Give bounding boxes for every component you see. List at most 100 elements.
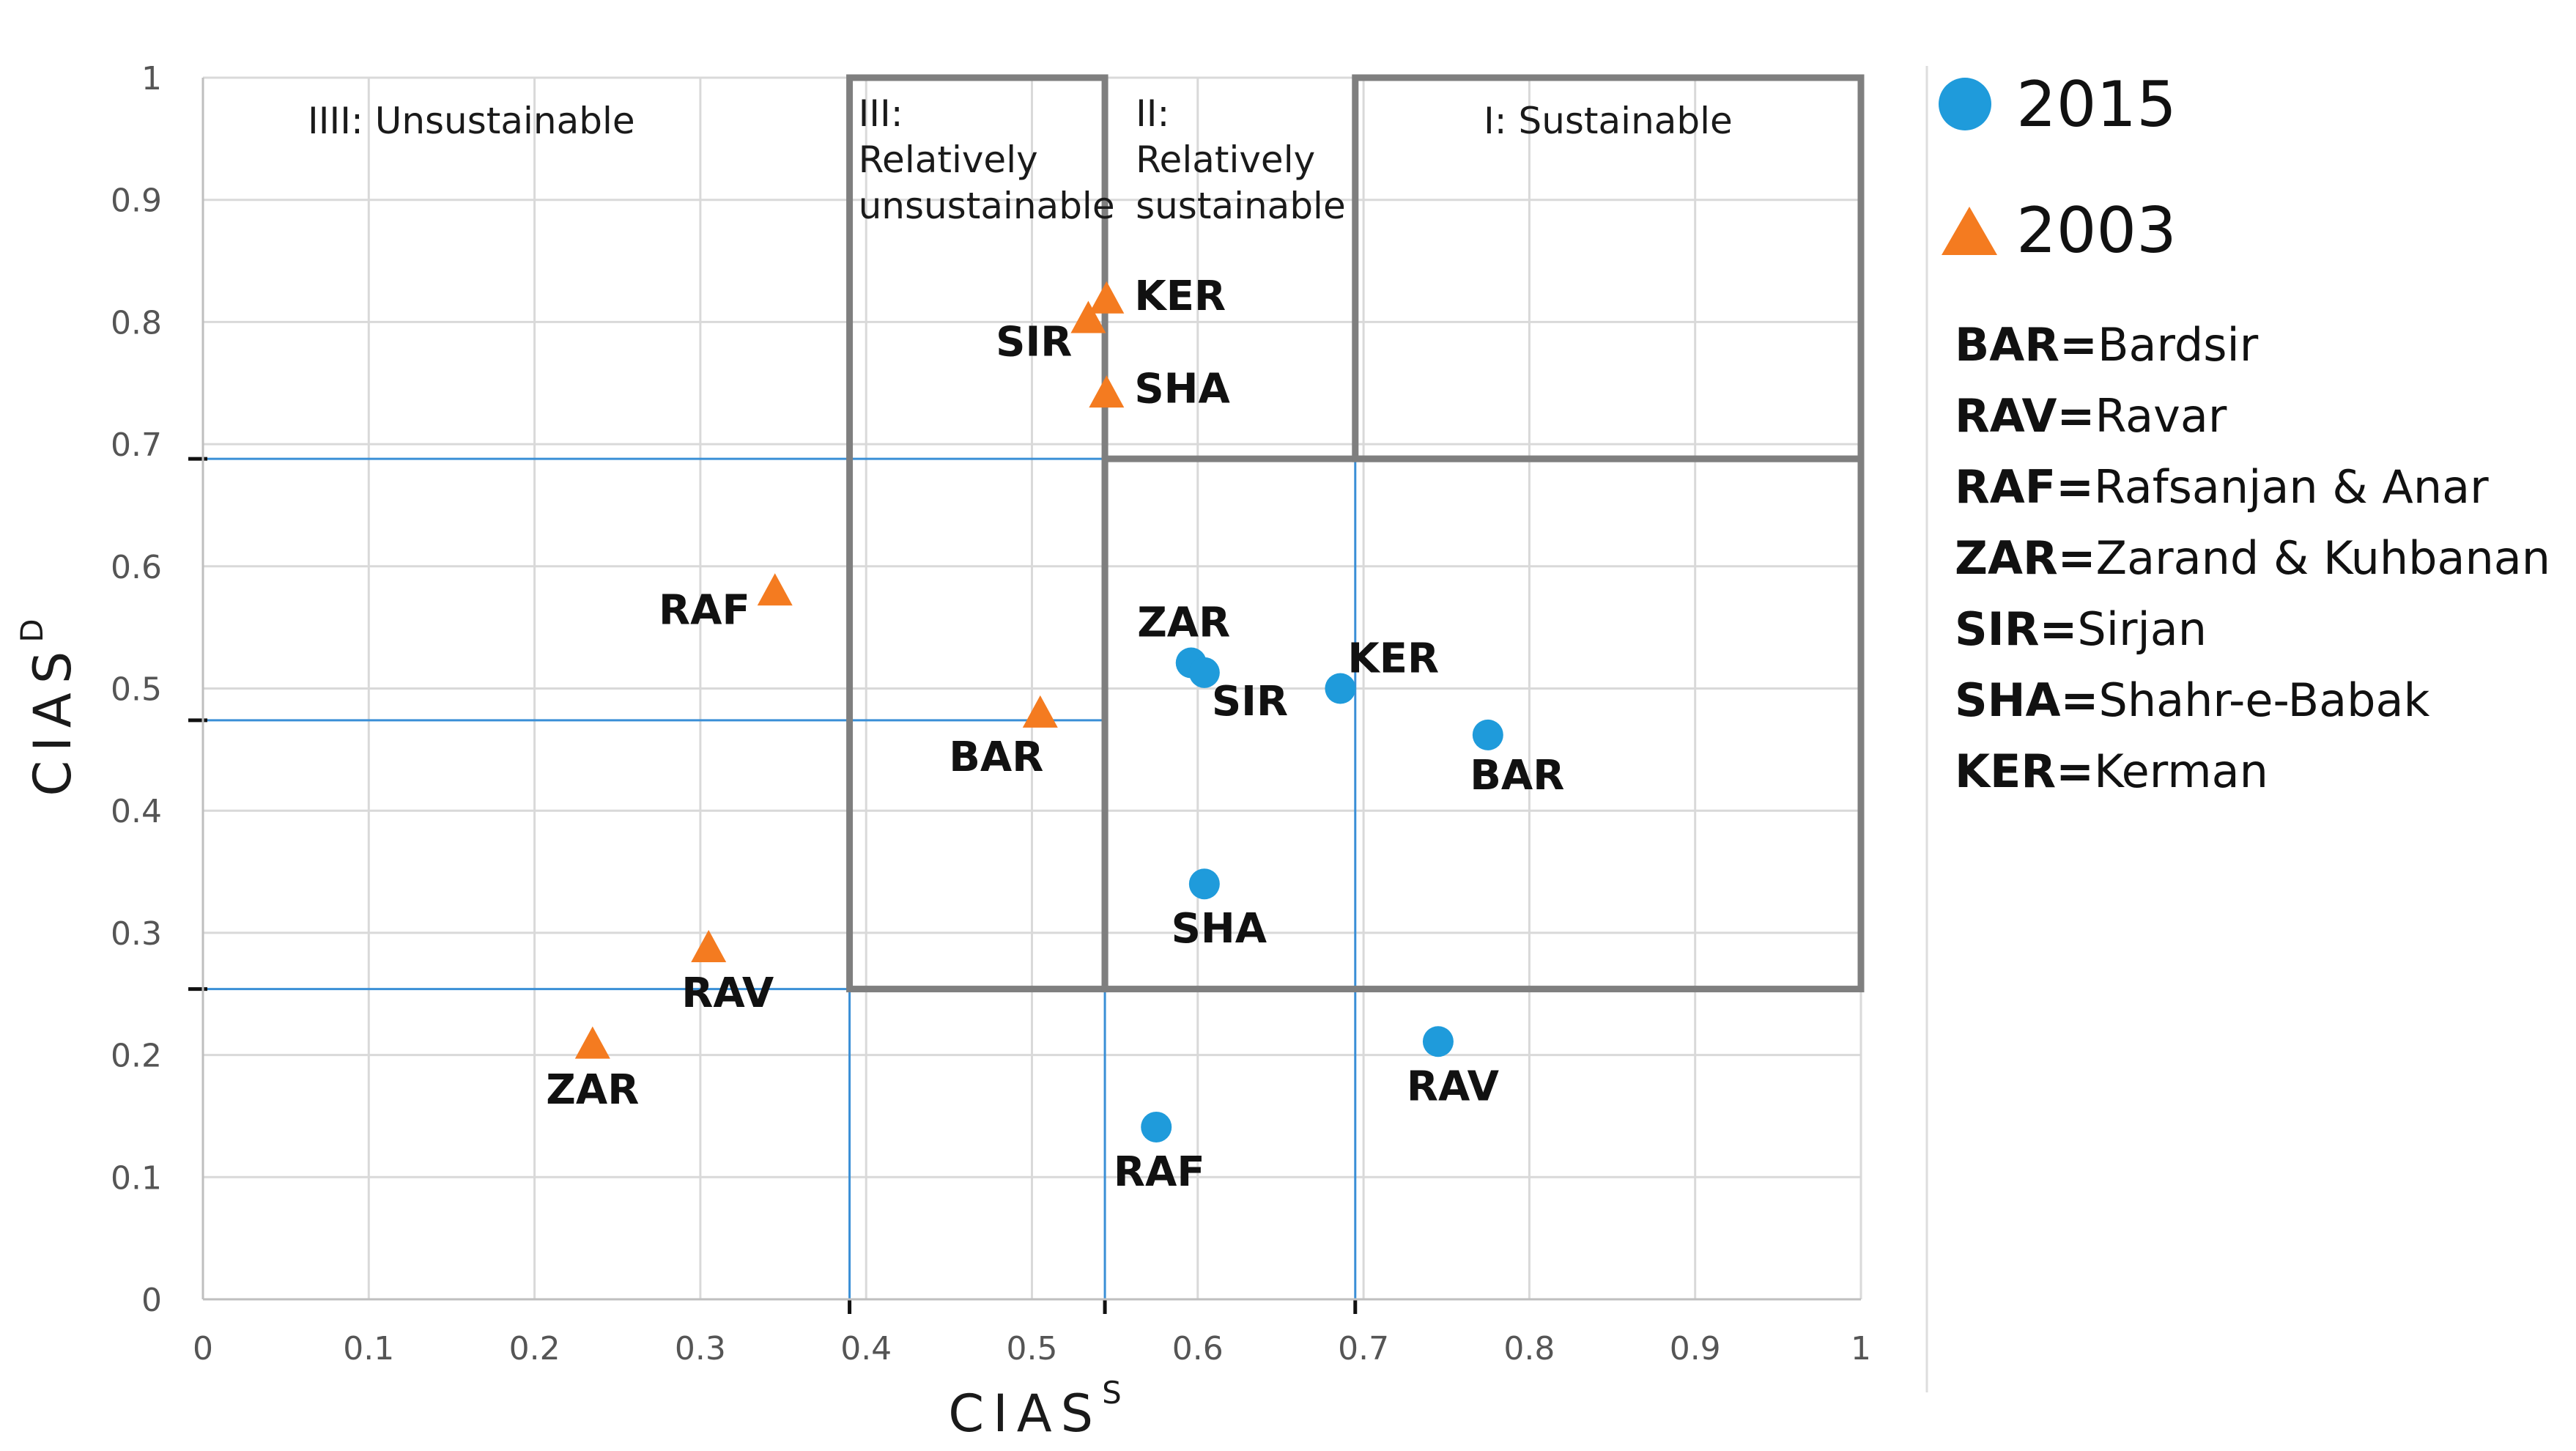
point-label-2015-raf: RAF (1114, 1148, 1205, 1196)
point-2015-sir (1188, 657, 1220, 688)
region-box-3 (1352, 74, 1865, 462)
grid-lines (201, 76, 1862, 1301)
legend-abbr-name-ker: Kerman (2094, 745, 2268, 798)
point-2015-rav (1422, 1026, 1454, 1057)
legend-abbr-code-rav: RAV= (1955, 389, 2095, 443)
region-label-relatively-sustainable-2: sustainable (1136, 185, 1346, 227)
point-label-2003-raf: RAF (659, 586, 750, 634)
y-tick-label-10: 1 (141, 60, 162, 97)
x-tick-label-3: 0.3 (675, 1330, 726, 1367)
point-2003-sha (1089, 375, 1125, 408)
y-tick-label-5: 0.5 (111, 671, 162, 709)
y-tick-label-6: 0.6 (111, 549, 162, 586)
x-tick-label-6: 0.6 (1172, 1330, 1224, 1367)
y-tick-label-7: 0.7 (111, 427, 162, 464)
point-label-2003-sha: SHA (1134, 365, 1230, 413)
point-label-2015-ker: KER (1347, 635, 1439, 683)
x-tick-label-7: 0.7 (1338, 1330, 1389, 1367)
point-2015-bar (1472, 719, 1503, 750)
point-label-2003-zar: ZAR (546, 1066, 639, 1114)
y-tick-label-4: 0.4 (111, 793, 162, 830)
y-axis-title: CIASD (14, 610, 83, 796)
legend-abbr-ker: KER=Kerman (1955, 745, 2268, 798)
x-axis-title-main: CIAS (948, 1384, 1102, 1444)
legend-abbr-name-raf: Rafsanjan & Anar (2094, 460, 2489, 514)
legend-abbr-sir: SIR=Sirjan (1955, 602, 2207, 656)
point-label-2015-sir: SIR (1212, 678, 1288, 726)
legend-abbr-zar: ZAR=Zarand & Kuhbanan (1955, 531, 2550, 585)
point-2003-bar (1022, 695, 1058, 728)
region-label-relatively-unsustainable-2: unsustainable (859, 185, 1115, 227)
y-tick-label-0: 0 (141, 1282, 162, 1319)
x-tick-label-8: 0.8 (1503, 1330, 1555, 1367)
y-tick-label-9: 0.9 (111, 182, 162, 220)
point-labels: ZAR SIR KER BAR SHA RAV RAF KER SIR SHA RAF BAR RAV Z… (546, 273, 1564, 1196)
point-2003-rav (691, 929, 727, 962)
region-label-relatively-sustainable-1: Relatively (1136, 139, 1315, 181)
region-labels: IIII: Unsustainable III:Relativelyunsusta… (308, 92, 1733, 227)
point-label-2003-ker: KER (1134, 273, 1226, 320)
legend-abbr-code-sha: SHA= (1955, 673, 2098, 727)
x-tick-label-9: 0.9 (1670, 1330, 1721, 1367)
x-axis-title-sup: S (1102, 1375, 1130, 1411)
y-axis-title-main: CIAS (23, 643, 83, 797)
legend-abbr-name-zar: Zarand & Kuhbanan (2096, 531, 2550, 585)
y-tick-label-8: 0.8 (111, 304, 162, 341)
point-label-2015-rav: RAV (1407, 1063, 1500, 1110)
point-2003-zar (574, 1026, 610, 1059)
y-tick-label-1: 0.1 (111, 1159, 162, 1197)
legend-abbr-name-bar: Bardsir (2098, 318, 2259, 372)
point-2003-ker (1089, 281, 1125, 314)
x-tick-labels: 0 0.1 0.2 0.3 0.4 0.5 0.6 0.7 0.8 0.9 1 (193, 1330, 1871, 1367)
legend-abbr-code-raf: RAF= (1955, 460, 2094, 514)
threshold-lines (188, 457, 1358, 1314)
region-boxes (846, 74, 1865, 993)
legend-abbr-name-sir: Sirjan (2077, 602, 2207, 656)
legend-abbr-code-sir: SIR= (1955, 602, 2077, 656)
x-tick-label-2: 0.2 (509, 1330, 560, 1367)
y-tick-labels: 0 0.1 0.2 0.3 0.4 0.5 0.6 0.7 0.8 0.9 1 (111, 60, 162, 1319)
legend-label-2015: 2015 (2016, 68, 2177, 141)
legend-abbr-code-ker: KER= (1955, 745, 2094, 798)
point-label-2015-bar: BAR (1470, 752, 1564, 800)
point-label-2003-bar: BAR (949, 734, 1043, 781)
legend-abbr-name-rav: Ravar (2095, 389, 2227, 443)
y-tick-label-2: 0.2 (111, 1038, 162, 1075)
point-2015-raf (1141, 1111, 1172, 1142)
point-2015-sha (1188, 868, 1220, 900)
x-axis-title: CIASS (948, 1375, 1130, 1444)
point-label-2003-rav: RAV (681, 970, 774, 1017)
legend-marker-2015 (1939, 78, 1991, 130)
y-tick-label-3: 0.3 (111, 915, 162, 953)
point-label-2015-zar: ZAR (1137, 599, 1230, 646)
legend-abbr-name-sha: Shahr-e-Babak (2098, 673, 2429, 727)
legend-abbr-sha: SHA=Shahr-e-Babak (1955, 673, 2430, 727)
region-label-relatively-sustainable-0: II: (1136, 92, 1169, 135)
point-label-2015-sha: SHA (1172, 905, 1267, 953)
legend-abbr-code-zar: ZAR= (1955, 531, 2096, 585)
y-axis-title-group: CIASD (14, 610, 83, 796)
x-tick-label-4: 0.4 (840, 1330, 892, 1367)
point-2003-sir (1070, 300, 1106, 333)
region-label-unsustainable: IIII: Unsustainable (308, 100, 635, 142)
x-tick-label-0: 0 (193, 1330, 213, 1367)
region-label-relatively-unsustainable-0: III: (859, 92, 903, 135)
y-axis-title-sup: D (14, 610, 50, 642)
data-marks (574, 281, 1503, 1142)
legend-abbr-bar: BAR=Bardsir (1955, 318, 2259, 372)
axes (201, 78, 1861, 1301)
point-label-2003-sir: SIR (996, 319, 1072, 366)
legend-marker-2003 (1942, 207, 1997, 255)
region-label-sustainable: I: Sustainable (1484, 100, 1733, 142)
point-2003-raf (757, 573, 793, 606)
point-2015-ker (1325, 673, 1356, 704)
region-label-relatively-unsustainable-1: Relatively (859, 139, 1038, 181)
legend-abbr-code-bar: BAR= (1955, 318, 2098, 372)
legend: 20152003BAR=BardsirRAV=RavarRAF=Rafsanja… (1939, 68, 2550, 798)
x-tick-label-10: 1 (1851, 1330, 1871, 1367)
x-tick-label-5: 0.5 (1007, 1330, 1058, 1367)
legend-label-2003: 2003 (2016, 194, 2177, 267)
x-tick-label-1: 0.1 (343, 1330, 394, 1367)
legend-abbr-rav: RAV=Ravar (1955, 389, 2227, 443)
